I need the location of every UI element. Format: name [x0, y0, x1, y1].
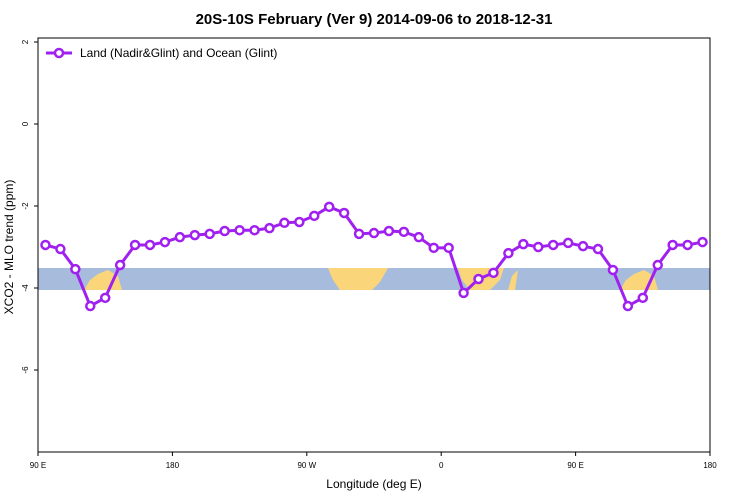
data-point — [398, 226, 410, 238]
data-point — [473, 273, 484, 285]
data-point — [338, 207, 350, 219]
data-point — [682, 239, 693, 251]
data-point — [413, 231, 425, 243]
x-tick-label: 90 E — [567, 461, 583, 470]
data-point — [637, 292, 649, 304]
data-point — [85, 300, 96, 312]
data-line — [45, 205, 703, 309]
data-point — [592, 243, 604, 255]
data-point — [428, 242, 439, 254]
y-tick-label: -2 — [21, 202, 30, 210]
y-tick-label: 2 — [21, 39, 30, 44]
y-tick-label: -6 — [21, 366, 30, 374]
data-point — [488, 267, 499, 279]
data-point — [697, 236, 708, 248]
data-point — [70, 263, 81, 275]
legend-marker — [53, 47, 65, 59]
data-point — [294, 216, 305, 228]
x-tick-label: 180 — [703, 461, 717, 470]
legend-label: Land (Nadir&Glint) and Ocean (Glint) — [80, 46, 277, 60]
data-point — [279, 217, 290, 229]
data-point — [652, 259, 663, 271]
data-point — [562, 237, 574, 249]
x-tick-label: 180 — [166, 461, 180, 470]
data-point — [368, 227, 380, 239]
land — [328, 268, 388, 290]
data-point — [323, 201, 335, 213]
data-point — [144, 239, 156, 251]
data-point — [443, 242, 454, 254]
data-point — [667, 239, 678, 251]
data-point — [55, 243, 66, 255]
data-point — [234, 224, 245, 236]
data-point — [458, 287, 469, 299]
data-point — [264, 222, 275, 234]
data-point — [40, 239, 51, 251]
data-point — [114, 259, 126, 271]
y-axis-label: XCO2 - MLO trend (ppm) — [2, 180, 16, 315]
data-point — [174, 231, 186, 243]
data-point — [159, 236, 171, 248]
data-point — [607, 264, 619, 276]
data-point — [577, 240, 589, 252]
chart-title: 20S-10S February (Ver 9) 2014-09-06 to 2… — [196, 11, 553, 28]
data-point — [353, 228, 365, 240]
data-point — [622, 300, 634, 312]
data-point — [383, 225, 395, 237]
x-tick-label: 0 — [439, 461, 444, 470]
data-point — [249, 224, 260, 236]
data-point — [204, 228, 215, 240]
y-tick-label: 0 — [21, 121, 30, 126]
data-point — [309, 210, 320, 222]
data-point — [189, 229, 201, 241]
data-point — [503, 247, 514, 259]
data-point — [99, 292, 111, 304]
data-point — [533, 241, 544, 253]
plot-frame — [37, 37, 711, 453]
data-point — [547, 239, 559, 251]
data-point — [129, 239, 141, 251]
y-tick-label: -4 — [21, 284, 30, 292]
land — [508, 270, 518, 290]
x-tick-label: 90 W — [297, 461, 316, 470]
x-axis-label: Longitude (deg E) — [326, 477, 421, 491]
x-tick-label: 90 E — [30, 461, 46, 470]
data-point — [518, 238, 529, 250]
data-point — [219, 225, 230, 237]
